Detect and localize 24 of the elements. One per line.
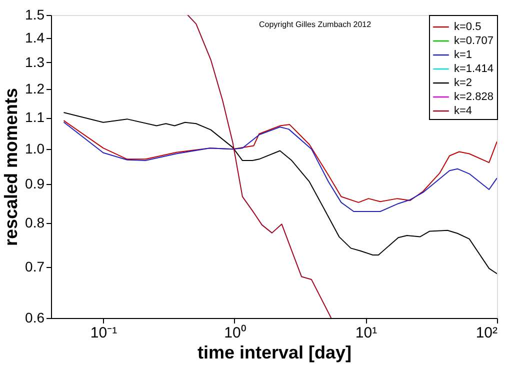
legend-label: k=0.5	[454, 21, 482, 33]
y-tick-label: 1.4	[25, 29, 45, 46]
y-tick-label: 1.2	[25, 80, 45, 96]
x-tick-label: 10⁻¹	[90, 324, 118, 342]
legend-label: k=2	[454, 77, 472, 89]
x-axis-title: time interval [day]	[197, 342, 352, 362]
x-tick-label: 10⁰	[224, 324, 246, 342]
y-tick-label: 1.0	[25, 140, 45, 157]
legend-label: k=0.707	[454, 35, 494, 47]
y-tick-label: 0.9	[25, 175, 45, 192]
legend-label: k=1.414	[454, 63, 494, 75]
x-tick-label: 10¹	[355, 324, 378, 342]
legend-label: k=2.828	[454, 91, 494, 103]
legend-label: k=1	[454, 49, 472, 61]
y-tick-label: 1.3	[25, 54, 45, 70]
y-tick-label: 0.7	[25, 258, 45, 275]
x-tick-label: 10²	[476, 324, 498, 342]
y-axis-title: rescaled moments	[1, 88, 22, 246]
legend-label: k=4	[454, 105, 472, 117]
y-tick-label: 0.8	[25, 214, 45, 230]
y-tick-label: 1.1	[25, 109, 45, 126]
y-tick-label: 0.6	[25, 310, 45, 326]
annotation: Copyright Gilles Zumbach 2012	[259, 20, 372, 29]
y-tick-label: 1.5	[25, 6, 45, 22]
